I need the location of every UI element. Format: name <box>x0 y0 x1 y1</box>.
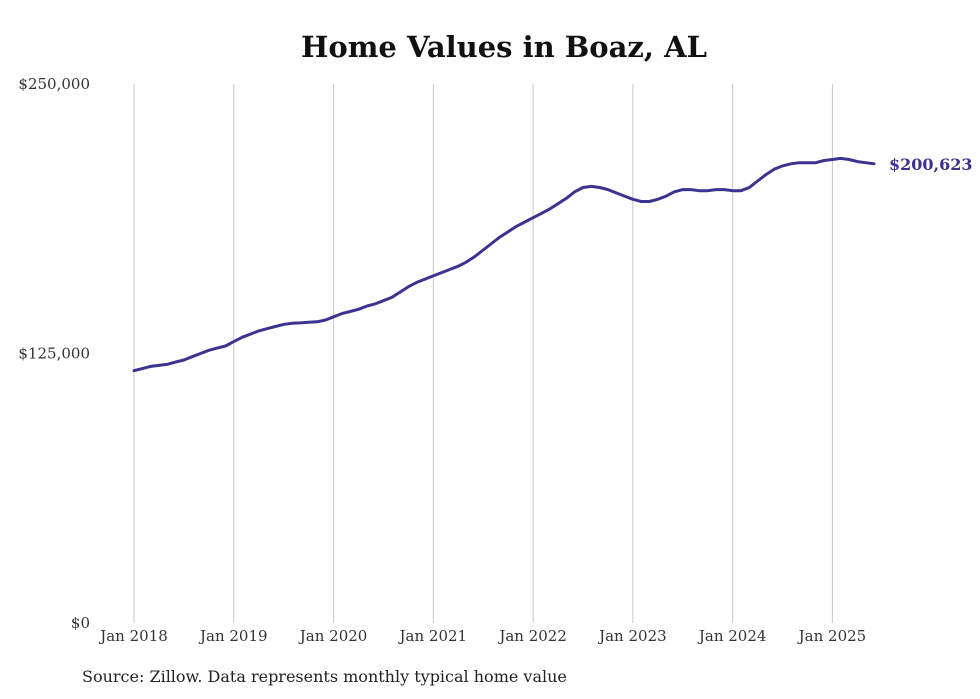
chart-title: Home Values in Boaz, AL <box>301 30 707 64</box>
x-tick-label: Jan 2022 <box>497 627 567 645</box>
y-tick-label: $250,000 <box>18 75 90 93</box>
x-axis: Jan 2018 Jan 2019 Jan 2020 Jan 2021 Jan 2022… <box>98 627 866 645</box>
x-tick-label: Jan 2025 <box>797 627 867 645</box>
x-tick-label: Jan 2024 <box>697 627 767 645</box>
x-tick-label: Jan 2021 <box>398 627 468 645</box>
x-tick-label: Jan 2023 <box>597 627 667 645</box>
x-tick-label: Jan 2018 <box>98 627 168 645</box>
home-value-series-line <box>132 156 876 373</box>
latest-value-label: $200,623 <box>889 155 973 174</box>
gridlines <box>133 84 833 623</box>
x-tick-label: Jan 2020 <box>298 627 368 645</box>
y-tick-label: $125,000 <box>18 345 90 363</box>
x-tick-label: Jan 2019 <box>198 627 268 645</box>
y-tick-label: $0 <box>71 614 90 632</box>
source-note: Source: Zillow. Data represents monthly … <box>82 667 567 686</box>
y-axis: $250,000 $125,000 $0 <box>18 75 90 632</box>
